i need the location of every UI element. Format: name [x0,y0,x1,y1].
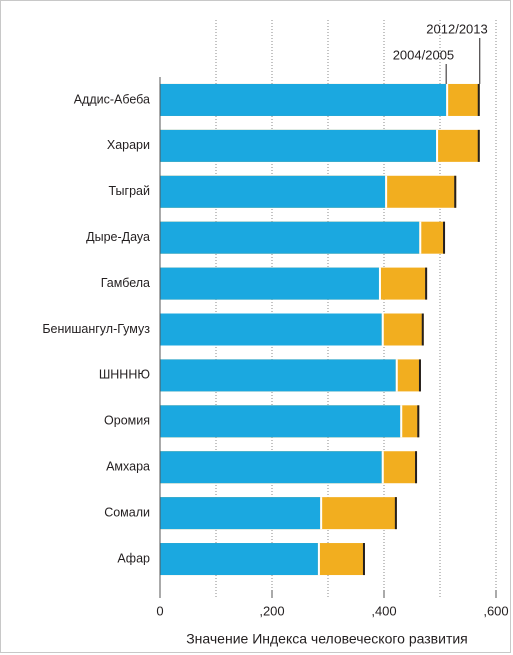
bar [160,83,447,116]
legend-label: 2004/2005 [393,47,454,62]
y-tick-label: Бенишангул-Гумуз [42,322,150,336]
y-tick-label: Амхара [106,460,150,474]
bar [160,359,396,392]
bar [160,129,437,162]
bar [160,267,379,300]
y-tick-label: Гамбела [101,276,150,290]
y-tick-label: Тыграй [108,184,150,198]
legend-label: 2012/2013 [426,21,487,36]
y-tick-label: Сомали [104,505,150,519]
y-tick-label: Оромия [104,414,150,428]
bar [160,451,382,484]
y-tick-label: Афар [117,551,150,565]
y-tick-label: ШНННЮ [99,368,151,382]
x-tick-label: ,600 [483,603,508,618]
bar [160,543,318,576]
x-axis-label: Значение Индекса человеческого развития [186,631,468,647]
y-tick-label: Аддис-Абеба [74,92,150,106]
x-tick-label: 0 [156,603,163,618]
bar [160,497,321,530]
bar [160,405,401,438]
bar [160,175,386,208]
x-tick-label: ,400 [371,603,396,618]
x-tick-label: ,200 [259,603,284,618]
bar [160,221,420,254]
bar [160,313,382,346]
y-tick-label: Харари [107,138,150,152]
y-tick-label: Дыре-Дауа [86,230,150,244]
